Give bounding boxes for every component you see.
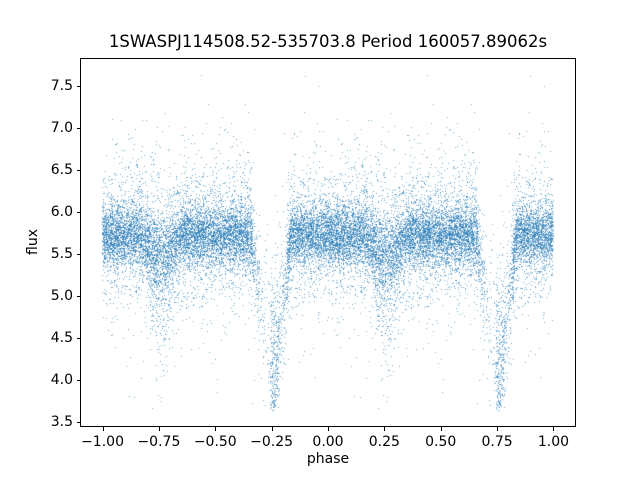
y-tick-label: 4.5 — [50, 330, 73, 347]
y-tick-label: 3.5 — [50, 414, 73, 431]
y-tick-label: 4.0 — [50, 372, 73, 389]
y-tick — [76, 296, 80, 297]
x-tick-label: −1.00 — [81, 434, 124, 451]
y-tick-label: 5.5 — [50, 246, 73, 263]
x-tick-label: 1.00 — [537, 434, 570, 451]
y-tick — [76, 128, 80, 129]
y-tick — [76, 422, 80, 423]
y-tick-label: 6.5 — [50, 162, 73, 179]
x-tick-label: 0.25 — [368, 434, 400, 451]
x-tick-label: −0.25 — [250, 434, 294, 451]
x-tick-label: −0.50 — [193, 434, 237, 451]
x-tick — [497, 427, 498, 431]
x-tick — [158, 427, 160, 431]
y-tick — [76, 338, 80, 339]
y-tick-label: 7.5 — [50, 78, 73, 95]
x-tick — [102, 427, 104, 431]
y-tick — [76, 212, 80, 213]
y-axis-label: flux — [25, 229, 41, 255]
x-tick-label: −0.75 — [137, 434, 181, 451]
x-tick-label: 0.75 — [481, 434, 513, 451]
x-tick — [328, 427, 329, 431]
y-tick — [76, 380, 80, 381]
x-tick-label: 0.50 — [425, 434, 457, 451]
x-axis-label: phase — [306, 451, 350, 467]
y-tick-label: 5.0 — [50, 288, 73, 305]
y-tick — [76, 86, 80, 87]
x-tick-label: 0.00 — [312, 434, 344, 451]
x-tick — [553, 427, 555, 431]
x-tick — [440, 427, 442, 431]
y-tick — [76, 170, 80, 171]
plot-area — [80, 57, 576, 428]
x-tick — [215, 427, 217, 431]
y-tick-label: 6.0 — [50, 204, 73, 221]
y-tick-label: 7.0 — [50, 120, 73, 137]
y-tick — [76, 254, 80, 255]
x-tick — [271, 427, 273, 431]
x-tick — [384, 427, 386, 431]
